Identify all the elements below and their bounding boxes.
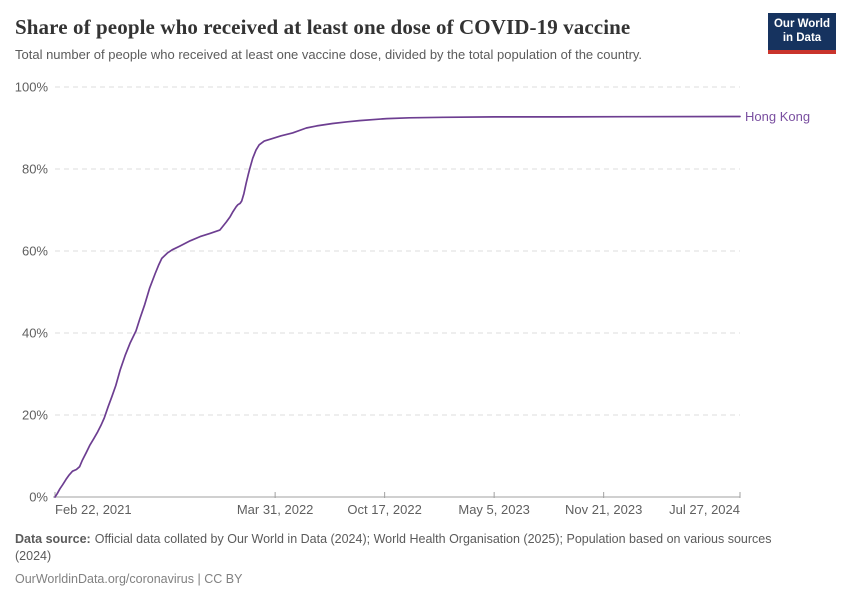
license-label: CC BY bbox=[204, 571, 243, 586]
svg-text:May 5, 2023: May 5, 2023 bbox=[458, 502, 530, 517]
page-title: Share of people who received at least on… bbox=[15, 15, 631, 39]
svg-text:Mar 31, 2022: Mar 31, 2022 bbox=[237, 502, 314, 517]
svg-text:Jul 27, 2024: Jul 27, 2024 bbox=[669, 502, 740, 517]
data-source-text: Official data collated by Our World in D… bbox=[15, 532, 772, 564]
svg-text:20%: 20% bbox=[22, 408, 48, 423]
chart-header: Share of people who received at least on… bbox=[0, 0, 850, 64]
chart-footer: Data source: Official data collated by Ou… bbox=[15, 531, 835, 588]
entity-label: Hong Kong bbox=[745, 109, 810, 124]
owid-coronavirus-link[interactable]: OurWorldinData.org/coronavirus bbox=[15, 571, 195, 586]
svg-text:0%: 0% bbox=[29, 490, 48, 505]
owid-logo-line2: in Data bbox=[782, 31, 822, 44]
data-source-note: Data source: Official data collated by Ou… bbox=[15, 531, 805, 566]
owid-logo[interactable]: Our World in Data bbox=[768, 13, 836, 54]
svg-text:80%: 80% bbox=[22, 162, 48, 177]
gridlines bbox=[53, 86, 740, 498]
svg-text:Nov 21, 2023: Nov 21, 2023 bbox=[565, 502, 642, 517]
svg-text:Oct 17, 2022: Oct 17, 2022 bbox=[347, 502, 421, 517]
svg-text:40%: 40% bbox=[22, 326, 48, 341]
x-axis: Feb 22, 2021 Mar 31, 2022 Oct 17, 2022 May … bbox=[54, 492, 741, 517]
line-series-hong-kong bbox=[54, 115, 741, 498]
y-axis-labels: 0% 20% 40% 60% 80% 100% bbox=[15, 80, 49, 505]
svg-text:Feb 22, 2021: Feb 22, 2021 bbox=[55, 502, 132, 517]
chart-subtitle: Total number of people who received at l… bbox=[15, 47, 643, 63]
svg-text:Hong Kong: Hong Kong bbox=[745, 109, 810, 124]
license-line: OurWorldinData.org/coronavirus | CC BY bbox=[15, 571, 835, 588]
license-separator: | bbox=[194, 571, 205, 586]
owid-logo-line1: Our World bbox=[773, 18, 830, 30]
svg-text:60%: 60% bbox=[22, 244, 48, 259]
data-source-label: Data source: bbox=[15, 532, 91, 546]
svg-text:100%: 100% bbox=[15, 80, 49, 95]
